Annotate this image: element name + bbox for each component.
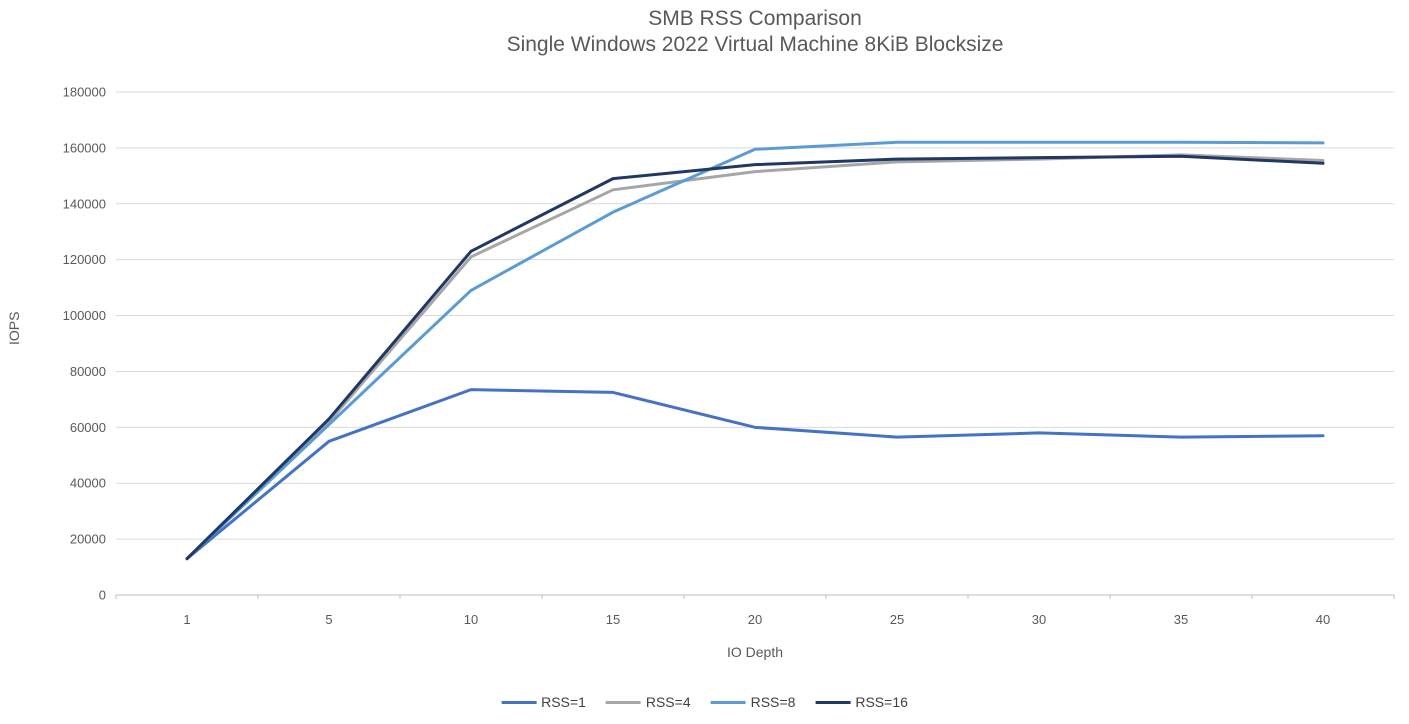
legend-item-RSS=1: RSS=1 (501, 694, 586, 710)
legend-item-RSS=4: RSS=4 (605, 694, 691, 710)
legend-swatch (605, 700, 641, 704)
x-tick-label: 15 (606, 612, 620, 627)
legend-label: RSS=4 (645, 694, 691, 710)
y-tick-label: 20000 (70, 532, 106, 547)
y-tick-label: 140000 (63, 196, 106, 211)
series-line-RSS=16 (185, 154, 1325, 561)
series-line-RSS=8 (185, 140, 1325, 561)
legend-label: RSS=16 (855, 694, 908, 710)
y-tick-label: 160000 (63, 140, 106, 155)
legend-label: RSS=1 (541, 694, 586, 710)
chart-title: SMB RSS Comparison (648, 7, 862, 30)
legend-swatch (501, 700, 537, 704)
legend-swatch (710, 700, 746, 704)
legend-item-RSS=16: RSS=16 (815, 694, 908, 710)
chart-subtitle: Single Windows 2022 Virtual Machine 8KiB… (506, 33, 1004, 56)
y-tick-label: 120000 (63, 252, 106, 267)
series-line-RSS=4 (185, 153, 1325, 561)
x-tick-label: 35 (1174, 612, 1188, 627)
legend-swatch (815, 700, 851, 704)
x-tick-label: 25 (890, 612, 904, 627)
x-tick-label: 1 (183, 612, 190, 627)
x-tick-label: 10 (464, 612, 478, 627)
y-tick-label: 0 (99, 588, 106, 603)
y-tick-label: 80000 (70, 364, 106, 379)
series-line-RSS=1 (185, 388, 1325, 561)
x-axis-title: IO Depth (726, 644, 784, 660)
x-tick-label: 5 (325, 612, 332, 627)
x-tick-label: 20 (748, 612, 762, 627)
chart-title-block: SMB RSS Comparison Single Windows 2022 V… (116, 6, 1394, 58)
y-tick-label: 100000 (63, 308, 106, 323)
y-axis-title: IOPS (6, 311, 22, 345)
x-tick-label: 40 (1316, 612, 1330, 627)
legend: RSS=1 RSS=4 RSS=8 RSS=16 (501, 694, 908, 710)
y-tick-label: 60000 (70, 420, 106, 435)
y-tick-label: 180000 (63, 85, 106, 100)
legend-label: RSS=8 (750, 694, 796, 710)
legend-item-RSS=8: RSS=8 (710, 694, 796, 710)
y-tick-label: 40000 (70, 476, 106, 491)
x-tick-label: 30 (1032, 612, 1046, 627)
